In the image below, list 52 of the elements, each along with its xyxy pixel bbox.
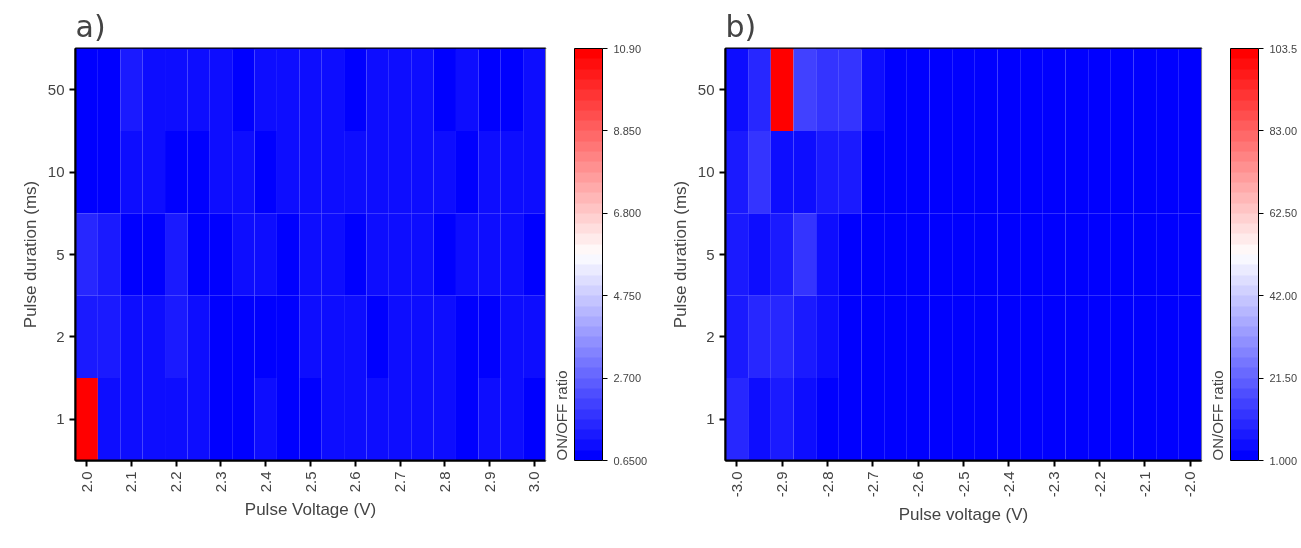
y-tick-label: 50: [47, 80, 65, 98]
color-bar-label: 62.50: [1269, 207, 1298, 220]
color-bar-label: 0.6500: [613, 454, 648, 467]
color-bar-label: 42.00: [1269, 289, 1298, 302]
y-tick-label: 1: [706, 410, 715, 428]
x-axis-title: Pulse voltage (V): [898, 505, 1029, 525]
y-axis-title: Pulse duration (ms): [670, 180, 690, 329]
x-tick-label: 2.8: [435, 471, 453, 493]
x-tick-label: -2.7: [863, 471, 881, 498]
x-tick-label: 2.1: [122, 471, 140, 493]
x-tick-label: -2.9: [773, 471, 791, 498]
color-bar-title: ON/OFF ratio: [1208, 370, 1226, 461]
y-tick-label: 10: [47, 163, 65, 181]
x-axis-title: Pulse Voltage (V): [244, 500, 377, 520]
color-bar-label: 103.5: [1269, 42, 1298, 55]
y-tick-label: 2: [706, 327, 715, 345]
chart-title: a): [75, 8, 106, 44]
x-tick-label: 2.5: [301, 471, 319, 493]
y-tick-label: 5: [706, 245, 715, 263]
x-tick-label: 2.6: [346, 471, 364, 493]
chart-title: b): [725, 8, 757, 44]
x-tick-label: -3.0: [727, 471, 745, 498]
y-tick-label: 50: [697, 80, 715, 98]
x-tick-label: 2.7: [391, 471, 409, 493]
y-tick-label: 2: [56, 327, 65, 345]
y-tick-label: 5: [56, 245, 65, 263]
color-bar-label: 21.50: [1269, 372, 1298, 385]
x-tick-label: -2.4: [999, 471, 1017, 498]
x-tick-label: -2.8: [818, 471, 836, 498]
x-tick-label: -2.1: [1135, 471, 1153, 498]
color-bar-label: 10.90: [613, 42, 642, 55]
color-bar-label: 2.700: [613, 372, 642, 385]
x-tick-label: 2.9: [480, 471, 498, 493]
x-tick-label: 2.3: [211, 471, 229, 493]
x-tick-label: 2.0: [77, 471, 95, 493]
color-bar-label: 6.800: [613, 207, 642, 220]
y-axis-title: Pulse duration (ms): [20, 180, 40, 329]
x-tick-label: 3.0: [525, 471, 543, 493]
x-tick-label: 2.4: [256, 471, 274, 493]
x-tick-label: -2.5: [954, 471, 972, 498]
x-tick-label: 2.2: [167, 471, 185, 493]
color-bar-label: 1.000: [1269, 454, 1298, 467]
color-bar-label: 8.850: [613, 124, 642, 137]
y-tick-label: 10: [697, 163, 715, 181]
x-tick-label: -2.3: [1045, 471, 1063, 498]
x-tick-label: -2.2: [1090, 471, 1108, 498]
color-bar-label: 4.750: [613, 289, 642, 302]
color-bar-label: 83.00: [1269, 124, 1298, 137]
y-tick-label: 1: [56, 410, 65, 428]
x-tick-label: -2.6: [909, 471, 927, 498]
x-tick-label: -2.0: [1181, 471, 1199, 498]
color-bar-title: ON/OFF ratio: [552, 370, 570, 461]
